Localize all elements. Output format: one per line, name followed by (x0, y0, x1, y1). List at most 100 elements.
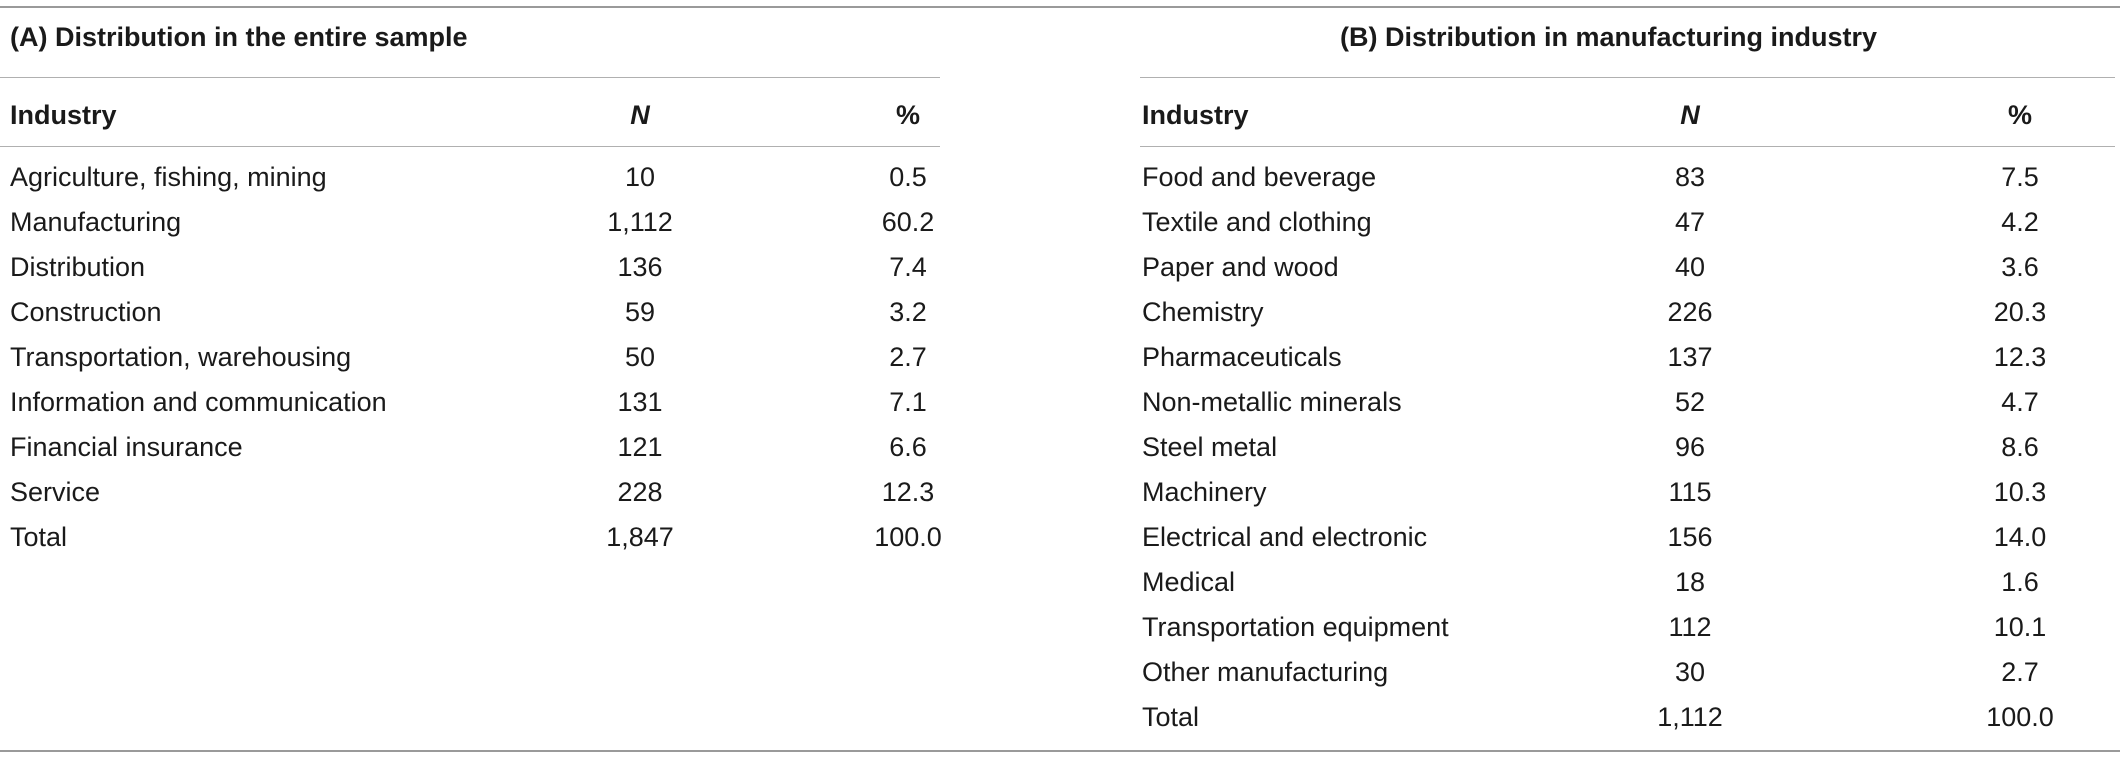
industry-cell: Agriculture, fishing, mining (10, 162, 327, 192)
n-cell: 137 (1667, 342, 1713, 372)
pct-cell: 0.5 (889, 162, 927, 192)
industry-cell: Paper and wood (1142, 252, 1339, 282)
table-bottom-rule (0, 750, 2120, 752)
table-row: Total 1,847 100.0 (0, 522, 945, 567)
table-row: Machinery 115 10.3 (1140, 477, 2120, 522)
panel-a-header-n: N (630, 100, 650, 130)
table-top-rule (0, 6, 2120, 8)
n-cell: 112 (1668, 612, 1712, 642)
industry-cell: Transportation equipment (1142, 612, 1449, 642)
pct-cell: 6.6 (889, 432, 927, 462)
table-row: Service 228 12.3 (0, 477, 945, 522)
n-cell: 30 (1674, 657, 1706, 687)
panel-b-rows: Food and beverage 83 7.5 Textile and clothi… (1140, 162, 2120, 747)
pct-cell: 60.2 (881, 207, 935, 237)
pct-cell: 3.2 (889, 297, 927, 327)
panel-a: (A) Distribution in the entire sample In… (0, 0, 945, 757)
industry-cell: Information and communication (10, 387, 387, 417)
pct-cell: 3.6 (2001, 252, 2039, 282)
pct-cell: 8.6 (2001, 432, 2039, 462)
table-row: Transportation equipment 112 10.1 (1140, 612, 2120, 657)
n-cell: 10 (624, 162, 656, 192)
industry-cell: Total (10, 522, 68, 552)
industry-cell: Textile and clothing (1142, 207, 1372, 237)
panel-a-header-industry: Industry (10, 100, 117, 130)
n-cell: 156 (1667, 522, 1713, 552)
table-row: Other manufacturing 30 2.7 (1140, 657, 2120, 702)
industry-cell: Electrical and electronic (1142, 522, 1428, 552)
panel-b: (B) Distribution in manufacturing indust… (1140, 0, 2120, 757)
table-row: Total 1,112 100.0 (1140, 702, 2120, 747)
industry-cell: Pharmaceuticals (1142, 342, 1342, 372)
n-cell: 1,112 (1657, 702, 1723, 732)
panel-a-header-pct: % (895, 100, 921, 130)
panel-b-header-n: N (1680, 100, 1700, 130)
pct-cell: 20.3 (1993, 297, 2047, 327)
n-cell: 52 (1674, 387, 1706, 417)
pct-cell: 10.1 (1993, 612, 2047, 642)
table-row: Steel metal 96 8.6 (1140, 432, 2120, 477)
pct-cell: 1.6 (2001, 567, 2039, 597)
table-row: Food and beverage 83 7.5 (1140, 162, 2120, 207)
n-cell: 1,847 (606, 522, 674, 552)
table-row: Medical 18 1.6 (1140, 567, 2120, 612)
industry-cell: Other manufacturing (1142, 657, 1389, 687)
n-cell: 50 (624, 342, 656, 372)
table-row: Manufacturing 1,112 60.2 (0, 207, 945, 252)
pct-cell: 4.7 (2001, 387, 2039, 417)
table-row: Information and communication 131 7.1 (0, 387, 945, 432)
industry-cell: Construction (10, 297, 162, 327)
n-cell: 136 (617, 252, 663, 282)
industry-cell: Food and beverage (1142, 162, 1377, 192)
pct-cell: 12.3 (1993, 342, 2047, 372)
industry-cell: Manufacturing (10, 207, 182, 237)
pct-cell: 100.0 (874, 522, 942, 552)
industry-cell: Machinery (1142, 477, 1267, 507)
n-cell: 18 (1674, 567, 1706, 597)
table-row: Construction 59 3.2 (0, 297, 945, 342)
pct-cell: 4.2 (2001, 207, 2039, 237)
pct-cell: 7.5 (2001, 162, 2039, 192)
panel-b-header-industry: Industry (1142, 100, 1249, 130)
pct-cell: 7.4 (889, 252, 927, 282)
panel-a-rows: Agriculture, fishing, mining 10 0.5 Manufac… (0, 162, 945, 567)
industry-cell: Medical (1142, 567, 1236, 597)
n-cell: 59 (624, 297, 656, 327)
panel-b-header-pct: % (2007, 100, 2033, 130)
table-row: Electrical and electronic 156 14.0 (1140, 522, 2120, 567)
table-row: Transportation, warehousing 50 2.7 (0, 342, 945, 387)
pct-cell: 12.3 (881, 477, 935, 507)
panel-a-caption: (A) Distribution in the entire sample (10, 22, 468, 52)
table-row: Agriculture, fishing, mining 10 0.5 (0, 162, 945, 207)
industry-cell: Non-metallic minerals (1142, 387, 1402, 417)
n-cell: 96 (1674, 432, 1706, 462)
n-cell: 115 (1668, 477, 1712, 507)
pct-cell: 2.7 (2001, 657, 2039, 687)
industry-cell: Transportation, warehousing (10, 342, 352, 372)
pct-cell: 14.0 (1993, 522, 2047, 552)
n-cell: 228 (617, 477, 663, 507)
panel-b-header-rule (1140, 146, 2115, 147)
n-cell: 121 (617, 432, 663, 462)
n-cell: 47 (1674, 207, 1706, 237)
panel-a-caption-rule (0, 77, 940, 78)
panel-b-caption-rule (1140, 77, 2115, 78)
pct-cell: 7.1 (889, 387, 927, 417)
table-row: Paper and wood 40 3.6 (1140, 252, 2120, 297)
pct-cell: 100.0 (1986, 702, 2054, 732)
table-row: Chemistry 226 20.3 (1140, 297, 2120, 342)
n-cell: 40 (1674, 252, 1706, 282)
industry-cell: Service (10, 477, 101, 507)
n-cell: 83 (1674, 162, 1706, 192)
panel-b-caption: (B) Distribution in manufacturing indust… (1340, 22, 1877, 52)
table-row: Non-metallic minerals 52 4.7 (1140, 387, 2120, 432)
industry-cell: Steel metal (1142, 432, 1278, 462)
table-row: Textile and clothing 47 4.2 (1140, 207, 2120, 252)
industry-cell: Financial insurance (10, 432, 243, 462)
table-row: Distribution 136 7.4 (0, 252, 945, 297)
pct-cell: 10.3 (1993, 477, 2047, 507)
n-cell: 131 (617, 387, 663, 417)
industry-cell: Chemistry (1142, 297, 1264, 327)
n-cell: 226 (1667, 297, 1713, 327)
industry-cell: Distribution (10, 252, 146, 282)
